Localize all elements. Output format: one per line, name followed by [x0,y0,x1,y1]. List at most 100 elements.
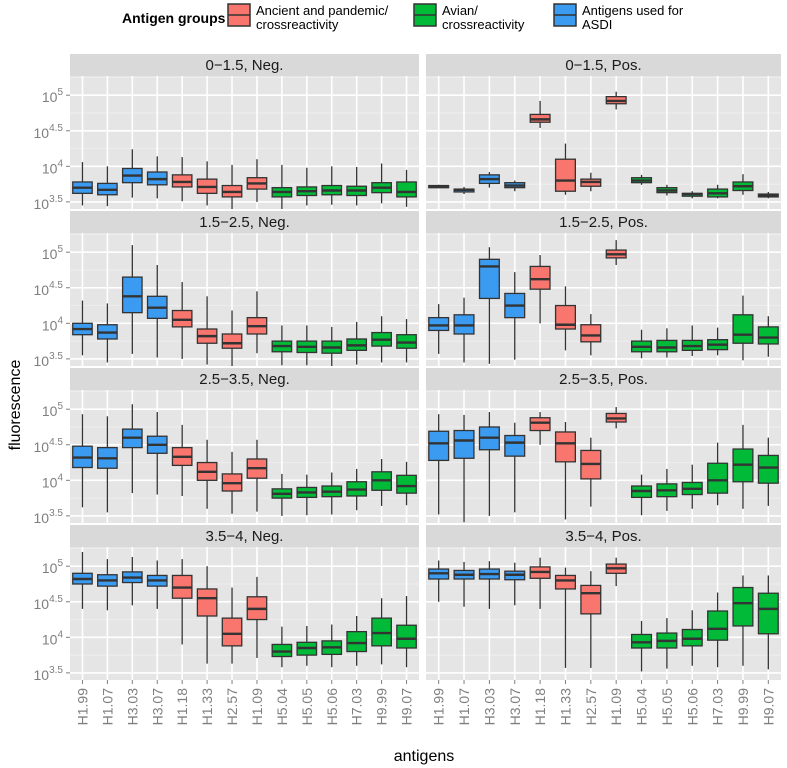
facet-strip-label: 1.5−2.5, Neg. [199,214,289,231]
facet-strip [426,525,781,547]
box-H1.99 [428,414,450,515]
facet-strip [70,54,419,76]
legend-label-avian-line1: Avian/ [442,3,478,18]
box-H2.57 [580,437,602,507]
x-tick-label: H1.18 [532,688,548,726]
box-H9.99 [371,458,392,506]
box-H1.18 [171,282,193,359]
box-H9.07 [396,596,417,668]
y-tick-label: 103.5 [34,194,64,212]
y-tick-label: 105 [42,558,64,576]
box-H1.18 [529,557,551,609]
x-tick-label: H1.09 [249,688,265,726]
box-H1.09 [605,240,627,266]
panel-background [70,390,419,523]
box-H1.07 [97,303,118,363]
box-H7.03 [707,592,729,668]
x-tick-label: H1.99 [74,688,90,726]
box-H9.99 [732,174,754,195]
box-H1.33 [196,566,218,664]
y-tick-label: 103.5 [34,508,64,526]
panel-background [70,547,419,680]
y-axis-title: fluorescence [7,360,24,451]
box-H1.99 [428,560,450,602]
box-body [580,324,602,343]
x-tick-label: H5.05 [299,688,315,726]
box-H1.18 [529,412,551,445]
box-H1.99 [72,300,93,356]
box-H5.05 [296,625,318,666]
box-H2.57 [221,310,243,366]
facet-panel: 2.5−3.5, Pos. [426,368,781,523]
box-body [707,462,729,494]
box-body [221,333,243,349]
box-H9.99 [371,163,392,204]
box-H3.03 [121,149,143,198]
box-H3.03 [121,404,143,494]
legend-label-asdi-line2: ASDI [582,17,612,32]
box-H5.05 [296,167,318,206]
box-H1.18 [171,559,193,645]
box-body [396,624,417,649]
box-H1.07 [453,186,475,195]
x-tick-label: H5.04 [634,688,650,726]
y-tick-label: 104 [42,629,64,647]
box-body [196,588,218,617]
facet-strip [70,525,419,547]
y-tick-label: 104 [42,472,64,490]
facet-strip [426,211,781,233]
y-tick-label: 105 [42,401,64,419]
box-H3.07 [146,412,168,495]
box-H1.18 [529,255,551,324]
box-H9.99 [732,424,754,509]
box-H7.03 [346,615,368,666]
box-H5.05 [656,184,678,196]
box-body [580,584,602,615]
box-H3.07 [146,265,168,358]
box-body [554,158,577,192]
box-H5.04 [630,474,653,516]
box-H5.05 [296,474,318,516]
x-tick-label: H5.05 [659,688,675,726]
x-tick-label: H5.06 [324,688,340,726]
box-H9.99 [732,575,754,666]
facet-panel: 0−1.5, Pos. [426,54,781,209]
panel-background [426,76,781,209]
box-H1.09 [605,557,627,587]
x-tick-label: H1.33 [557,688,573,726]
box-H3.07 [504,272,526,360]
y-tick-label: 104.5 [34,594,64,612]
legend-title: Antigen groups [122,10,226,26]
box-H1.09 [246,576,268,658]
y-tick-label: 104.5 [34,437,64,455]
box-H1.33 [196,296,218,365]
box-H2.57 [221,164,243,209]
box-H1.33 [196,161,218,206]
box-H3.03 [121,245,143,354]
x-tick-label: H9.07 [760,688,776,726]
box-H1.99 [428,184,450,189]
box-H1.99 [428,304,450,354]
box-H5.04 [630,329,653,359]
box-H1.09 [605,91,627,110]
x-tick-label: H3.03 [124,688,140,726]
box-H7.03 [707,442,729,506]
box-H5.05 [296,325,318,366]
box-H1.07 [453,561,475,607]
box-body [554,431,577,463]
box-H1.99 [72,414,93,508]
y-tick-label: 105 [42,87,64,105]
box-H5.05 [656,328,678,358]
box-H7.03 [707,184,729,199]
x-tick-label: H1.18 [174,688,190,726]
box-H1.99 [72,551,93,609]
y-tick-label: 104.5 [34,280,64,298]
x-tick-label: H9.07 [399,688,415,726]
box-H1.33 [554,286,577,351]
box-H1.09 [246,159,268,202]
facet-panel: 3.5−4, Pos. H1.99 H1.07 H3.03 H3.07 H1.18 H1.3… [426,525,781,725]
x-tick-label: H5.04 [274,688,290,726]
x-tick-label: H1.33 [199,688,215,726]
legend-key-asdi: Antigens used for ASDI [553,3,684,32]
